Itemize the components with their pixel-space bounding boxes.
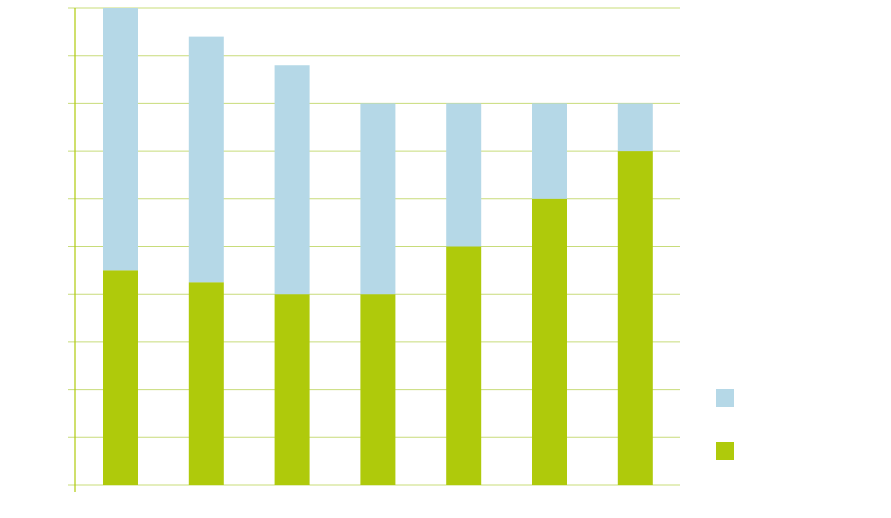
bar-segment-series-1 — [103, 270, 138, 485]
bar-segment-series-1 — [274, 294, 310, 485]
legend-swatch-series-2 — [716, 389, 734, 407]
bar-segment-series-2 — [188, 36, 224, 283]
bar-segment-series-2 — [617, 103, 653, 152]
bar-segment-series-1 — [360, 294, 396, 485]
bar-segment-series-2 — [446, 103, 482, 247]
bar-segment-series-2 — [360, 103, 396, 295]
bar-segment-series-1 — [188, 282, 224, 485]
bar-segment-series-2 — [532, 103, 567, 199]
bar-segment-series-1 — [446, 246, 482, 485]
bar-segment-series-2 — [103, 8, 138, 271]
bar-segment-series-2 — [274, 65, 310, 295]
legend — [716, 389, 734, 460]
bar-segment-series-1 — [617, 151, 653, 485]
bar-segment-series-1 — [532, 198, 567, 486]
bars — [103, 8, 653, 486]
legend-swatch-series-1 — [716, 442, 734, 460]
